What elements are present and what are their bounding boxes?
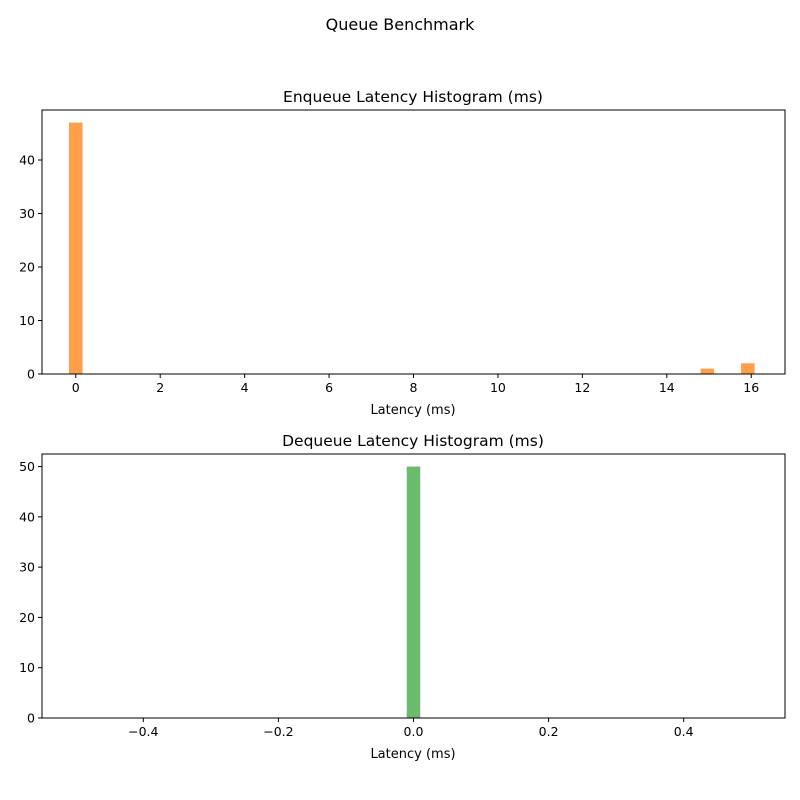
dequeue-y-tick-label-4: 40 [19, 509, 35, 524]
dequeue-y-tick-label-3: 30 [19, 560, 35, 575]
dequeue-x-tick-label-0: −0.4 [128, 724, 158, 739]
dequeue-x-tick-label-4: 0.4 [674, 724, 694, 739]
enqueue-x-ticks: 0 2 4 6 8 10 12 14 16 [72, 374, 759, 395]
dequeue-y-tick-label-1: 10 [19, 660, 35, 675]
dequeue-x-tick-label-3: 0.2 [539, 724, 559, 739]
enqueue-axes-frame [41, 109, 786, 375]
dequeue-x-ticks: −0.4 −0.2 0.0 0.2 0.4 [128, 718, 694, 739]
enqueue-x-tick-label-1: 2 [156, 380, 164, 395]
figure-title: Queue Benchmark [326, 15, 476, 34]
enqueue-x-axis-label: Latency (ms) [370, 403, 455, 418]
enqueue-y-tick-label-2: 20 [19, 260, 35, 275]
enqueue-x-tick-label-0: 0 [72, 380, 80, 395]
dequeue-bars [406, 466, 421, 718]
enqueue-bars [69, 122, 755, 374]
dequeue-histogram-title: Dequeue Latency Histogram (ms) [282, 432, 544, 450]
enqueue-x-tick-label-7: 14 [659, 380, 675, 395]
dequeue-x-tick-label-1: −0.2 [263, 724, 293, 739]
dequeue-bar-0 [406, 466, 421, 718]
enqueue-x-tick-label-5: 10 [490, 380, 506, 395]
enqueue-bar-0 [69, 122, 83, 374]
enqueue-x-tick-label-8: 16 [743, 380, 759, 395]
dequeue-y-tick-label-5: 50 [19, 459, 35, 474]
dequeue-y-ticks: 0 10 20 30 40 50 [19, 459, 42, 726]
enqueue-histogram-panel: Enqueue Latency Histogram (ms) 0 2 4 6 8 10 12… [19, 88, 786, 418]
enqueue-x-tick-label-6: 12 [574, 380, 590, 395]
enqueue-y-ticks: 0 10 20 30 40 [19, 153, 42, 382]
enqueue-histogram-title: Enqueue Latency Histogram (ms) [283, 88, 543, 106]
enqueue-x-tick-label-3: 6 [325, 380, 333, 395]
enqueue-bar-2 [741, 363, 755, 374]
dequeue-histogram-panel: Dequeue Latency Histogram (ms) −0.4 −0.2 0… [19, 432, 786, 762]
enqueue-bar-1 [700, 368, 715, 374]
enqueue-x-tick-label-4: 8 [410, 380, 418, 395]
enqueue-y-tick-label-4: 40 [19, 153, 35, 168]
dequeue-y-tick-label-0: 0 [27, 711, 35, 726]
enqueue-y-tick-label-1: 10 [19, 313, 35, 328]
dequeue-y-tick-label-2: 20 [19, 610, 35, 625]
dequeue-x-tick-label-2: 0.0 [404, 724, 424, 739]
enqueue-x-tick-label-2: 4 [241, 380, 249, 395]
enqueue-y-tick-label-0: 0 [27, 367, 35, 382]
dequeue-x-axis-label: Latency (ms) [370, 747, 455, 762]
enqueue-y-tick-label-3: 30 [19, 206, 35, 221]
